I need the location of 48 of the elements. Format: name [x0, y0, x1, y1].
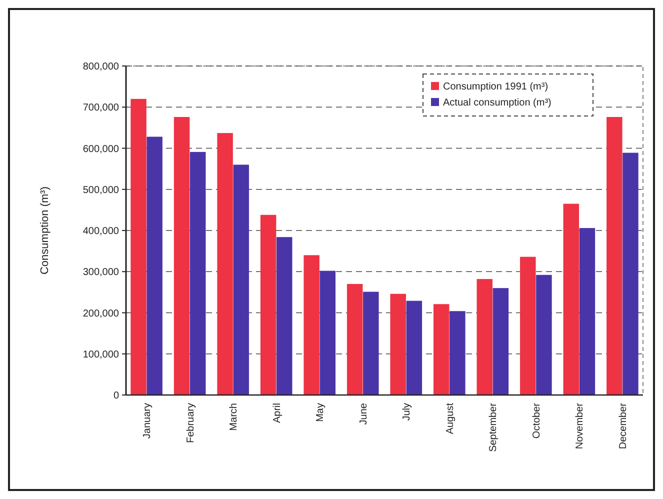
- bar: [363, 292, 379, 395]
- bar: [190, 152, 206, 395]
- bar: [390, 294, 406, 395]
- x-tick-label: March: [228, 403, 240, 431]
- x-tick-label: September: [488, 402, 500, 452]
- x-tick-label: January: [142, 403, 154, 439]
- bar: [622, 152, 638, 395]
- y-tick-label: 100,000: [82, 349, 120, 360]
- bar: [450, 311, 466, 395]
- bar: [406, 300, 422, 395]
- bar: [563, 204, 580, 395]
- legend-label: Actual consumption (m³): [443, 98, 552, 108]
- bar: [492, 288, 509, 395]
- bar: [233, 164, 249, 395]
- y-axis-title: Consumption (m³): [39, 186, 51, 275]
- y-tick-label: 500,000: [82, 184, 120, 196]
- x-tick-label: October: [531, 402, 542, 439]
- y-tick-label: 800,000: [82, 62, 120, 72]
- bar: [606, 116, 622, 395]
- bar: [579, 228, 596, 395]
- y-tick-label: 400,000: [82, 226, 120, 237]
- bar: [130, 98, 146, 395]
- bar: [520, 256, 536, 395]
- bar: [174, 116, 190, 395]
- bar: [476, 279, 492, 395]
- x-tick-label: May: [315, 403, 326, 422]
- x-tick-label: February: [185, 403, 196, 444]
- bar: [260, 214, 276, 395]
- bar: [146, 136, 162, 395]
- bar: [217, 133, 233, 395]
- x-tick-label: April: [272, 403, 283, 424]
- bar: [346, 284, 363, 395]
- y-tick-label: 300,000: [82, 267, 120, 278]
- y-tick-label: 700,000: [82, 102, 120, 114]
- y-tick-label: 0: [113, 390, 120, 402]
- bar: [536, 274, 552, 395]
- y-tick-label: 200,000: [82, 308, 120, 320]
- x-tick-label: November: [574, 402, 586, 450]
- x-tick-label: July: [402, 403, 413, 421]
- bar: [320, 270, 336, 395]
- y-tick-label: 600,000: [82, 144, 120, 155]
- x-tick-label: August: [444, 402, 456, 434]
- legend-label: Consumption 1991 (m³): [443, 82, 548, 92]
- bar: [433, 304, 450, 395]
- bar: [276, 237, 292, 395]
- x-tick-label: June: [358, 402, 370, 425]
- bar: [304, 255, 320, 395]
- x-tick-label: December: [618, 402, 629, 450]
